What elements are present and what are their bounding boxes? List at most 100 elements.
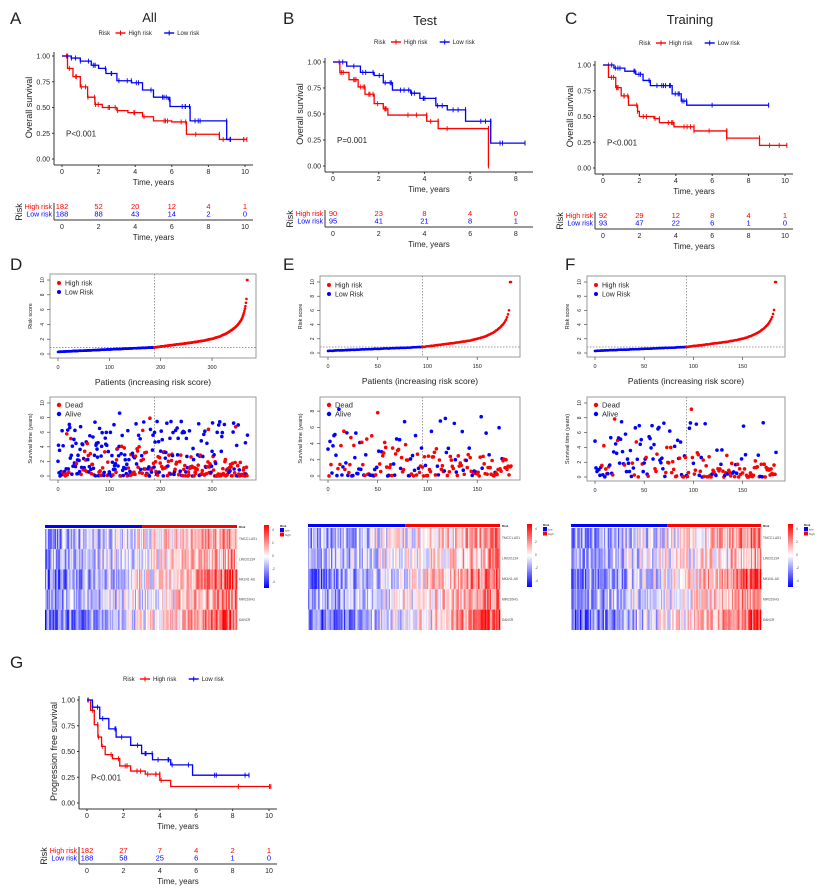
y-tick-label: 2 [577, 461, 583, 464]
risk-count: 188 [56, 210, 69, 219]
alive-point [152, 430, 157, 435]
heatmap-cell [634, 528, 636, 549]
heatmap-cell [79, 569, 81, 590]
dead-point [232, 471, 237, 475]
heatmap-cell [715, 609, 717, 630]
heatmap-cell [99, 529, 101, 550]
heatmap-cell [416, 528, 419, 549]
dead-point [136, 465, 140, 470]
heatmap-cell [488, 528, 491, 549]
heatmap-cell [453, 548, 456, 569]
heatmap-cell [455, 609, 457, 630]
heatmap-cell [345, 528, 347, 549]
alive-point [464, 458, 469, 463]
heatmap-cell [209, 589, 212, 610]
legend-item: Dead [335, 401, 353, 410]
heatmap-cell [437, 589, 439, 610]
heatmap-cell [118, 549, 121, 570]
heatmap-cell [444, 589, 447, 610]
heatmap-cell [386, 548, 388, 569]
heatmap-cell [434, 609, 437, 630]
alive-point [694, 422, 699, 426]
heatmap-cell [441, 568, 443, 590]
alive-point [593, 439, 597, 443]
heatmap-cell [67, 589, 69, 610]
x-tick-label: 4 [674, 178, 678, 185]
heatmap-cell [492, 589, 494, 610]
risk-count: 4 [206, 202, 210, 211]
heatmap-cell [318, 609, 320, 630]
heatmap-cell [138, 569, 141, 590]
heatmap-cell [493, 589, 496, 610]
heatmap-cell [342, 589, 345, 610]
heatmap-cell [616, 609, 619, 630]
heatmap-cell [444, 568, 447, 590]
heatmap-cell [340, 589, 342, 610]
heatmap-cell [405, 528, 407, 549]
heatmap-cell [345, 548, 347, 569]
heatmap-cell [104, 529, 106, 550]
heatmap-cell [119, 529, 122, 550]
heatmap-cell [391, 528, 393, 549]
heatmap-cell [327, 609, 329, 630]
x-tick-label: 150 [473, 487, 482, 493]
heatmap-cell [662, 528, 664, 549]
heatmap-cell [476, 528, 479, 549]
heatmap-cell [693, 528, 696, 549]
heatmap-cell [639, 548, 641, 569]
dead-point [704, 464, 708, 468]
heatmap-cell [77, 529, 79, 550]
heatmap-cell [354, 568, 356, 590]
heatmap-cell [96, 589, 98, 610]
heatmap-cell [685, 589, 687, 610]
alive-point [184, 470, 188, 474]
heatmap-cell [396, 528, 398, 549]
heatmap-cell [709, 609, 711, 630]
heatmap-cell [662, 568, 664, 590]
heatmap-cell [234, 609, 237, 630]
heatmap-cell [78, 569, 80, 590]
heatmap-cell [149, 529, 151, 550]
risk-annotation-high [667, 524, 761, 527]
heatmap-cell [199, 609, 201, 630]
risk-table-x-tick-label: 2 [637, 233, 641, 240]
heatmap-cell [595, 589, 597, 610]
heatmap-cell [49, 569, 51, 590]
heatmap-cell [220, 609, 223, 630]
legend-marker [593, 402, 599, 408]
heatmap-cell [113, 609, 116, 630]
survival-curve-low-risk [603, 64, 769, 106]
heatmap-cell [432, 568, 434, 590]
risk-count: 90 [329, 209, 337, 218]
heatmap-cell [175, 529, 177, 550]
heatmap-cell [488, 609, 491, 630]
heatmap-cell [121, 549, 124, 570]
heatmap-cell [687, 589, 690, 610]
heatmap-cell [672, 568, 674, 590]
heatmap-cell [444, 548, 447, 569]
heatmap-cell [412, 609, 415, 630]
heatmap-cell [217, 609, 220, 630]
alive-point [363, 453, 368, 457]
heatmap-cell [213, 569, 216, 590]
heatmap-cell [742, 548, 744, 569]
heatmap-cell [162, 589, 164, 610]
heatmap-cell [425, 589, 428, 610]
heatmap-cell [101, 569, 103, 590]
heatmap-cell [743, 548, 745, 569]
heatmap-cell [163, 549, 165, 570]
heatmap-cell [392, 609, 395, 630]
legend-title: Risk [639, 41, 652, 47]
heatmap-cell [192, 549, 194, 570]
heatmap-cell [352, 568, 355, 590]
dead-point [755, 464, 760, 469]
heatmap-cell [605, 568, 607, 590]
heatmap-cell [105, 529, 107, 550]
heatmap-cell [389, 548, 392, 569]
heatmap-cell [396, 589, 398, 610]
heatmap-cell [157, 589, 159, 610]
heatmap-cell [74, 529, 76, 550]
dead-point [211, 468, 216, 472]
